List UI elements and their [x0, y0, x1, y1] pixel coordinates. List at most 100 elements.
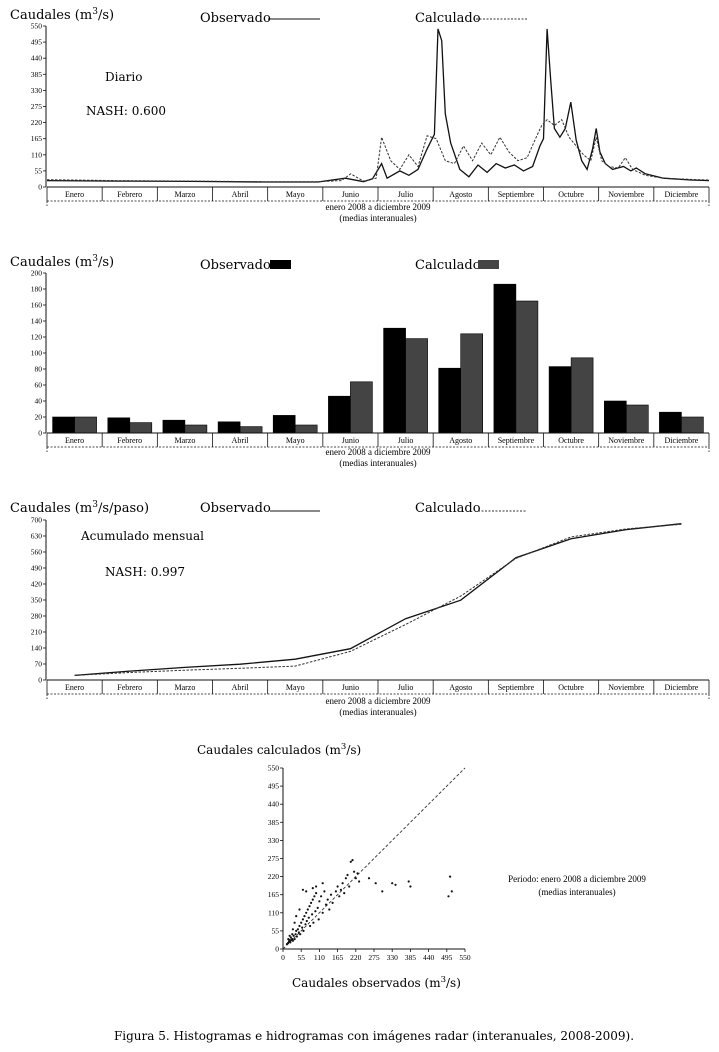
- monthly-y-tick-label: 80: [35, 365, 43, 374]
- daily-y-ticks: 0 55 110 165 220 275 330 385 440 495 550: [31, 22, 46, 192]
- scatter-point: [334, 890, 337, 893]
- cumulative-series: [74, 523, 682, 677]
- cumulative-period-note: enero 2008 a diciembre 2009: [326, 696, 431, 706]
- scatter-period-note: Periodo: enero 2008 a diciembre 2009: [508, 874, 646, 884]
- daily-month-label: Julio: [398, 190, 414, 199]
- monthly-month-label: Octubre: [558, 436, 584, 445]
- daily-month-label: Abril: [232, 190, 250, 199]
- cumulative-y-tick-label: 70: [35, 660, 43, 669]
- scatter-title: Caudales calculados (m3/s): [197, 742, 361, 757]
- daily-month-label: Junio: [342, 190, 359, 199]
- scatter-point: [301, 926, 304, 929]
- scatter-x-tick-label: 385: [405, 953, 417, 962]
- scatter-point: [318, 900, 321, 903]
- scatter-point: [312, 921, 315, 924]
- daily-hydrograph-panel: Caudales (m3/s) Observado Calculado Diar…: [10, 7, 710, 223]
- scatter-x-tick-label: 275: [368, 953, 380, 962]
- scatter-x-tick-label: 0: [281, 953, 285, 962]
- scatter-point: [295, 935, 298, 938]
- scatter-y-tick-label: 55: [272, 926, 280, 935]
- scatter-y-tick-label: 330: [268, 836, 280, 845]
- daily-y-tick-label: 495: [31, 38, 43, 47]
- monthly-bars-panel: Caudales (m3/s) Observado Calculado 0 20 4…: [10, 254, 710, 468]
- cumulative-y-tick-label: 420: [31, 580, 43, 589]
- scatter-point: [298, 908, 301, 911]
- scatter-point: [351, 859, 354, 862]
- daily-annotation-diario: Diario: [105, 70, 142, 84]
- daily-y-tick-label: 55: [35, 166, 43, 175]
- monthly-period-note-2: (medias interanuales): [339, 458, 416, 468]
- scatter-panel: Caudales calculados (m3/s) 00 55 55 110 110 1…: [197, 742, 646, 990]
- monthly-legend-observado-swatch: [270, 260, 291, 269]
- monthly-month-label: Diciembre: [665, 436, 699, 445]
- monthly-bar-calculado: [129, 422, 153, 434]
- scatter-point: [447, 895, 450, 898]
- scatter-point: [310, 901, 313, 905]
- scatter-y-tick-label: 495: [268, 782, 280, 791]
- monthly-bar-observado: [659, 411, 682, 434]
- scatter-point: [309, 924, 312, 928]
- scatter-point: [311, 913, 314, 916]
- scatter-point: [321, 882, 324, 885]
- cumulative-month-label: Marzo: [174, 683, 195, 692]
- scatter-point: [304, 923, 307, 926]
- scatter-point: [311, 887, 314, 890]
- scatter-point: [323, 890, 326, 893]
- scatter-x-tick-label: 330: [387, 953, 399, 962]
- monthly-month-label: Noviembre: [608, 436, 644, 445]
- scatter-point: [295, 915, 298, 918]
- scatter-point: [338, 895, 341, 898]
- monthly-bar-calculado: [570, 357, 594, 434]
- scatter-point: [296, 928, 299, 931]
- cumulative-month-label: Noviembre: [608, 683, 644, 692]
- scatter-x-tick-label: 495: [441, 953, 453, 962]
- daily-y-tick-label: 220: [31, 118, 43, 127]
- scatter-y-tick-label: 550: [268, 764, 280, 773]
- figure-caption: Figura 5. Histogramas e hidrogramas con …: [114, 1029, 634, 1043]
- monthly-y-tick-label: 20: [35, 413, 43, 422]
- monthly-bar-calculado: [74, 416, 97, 434]
- scatter-xlabel: Caudales observados (m3/s): [292, 975, 461, 990]
- scatter-point: [331, 901, 334, 905]
- scatter-y-tick-label: 440: [268, 800, 280, 809]
- scatter-point: [303, 915, 306, 918]
- scatter-point: [306, 908, 309, 911]
- cumulative-y-tick-label: 210: [31, 628, 43, 637]
- monthly-bar-calculado: [350, 381, 373, 434]
- scatter-point: [297, 931, 300, 934]
- daily-period-note: enero 2008 a diciembre 2009: [326, 202, 431, 212]
- cumulative-y-tick-label: 350: [31, 596, 43, 605]
- scatter-point: [301, 918, 304, 921]
- monthly-month-label: Julio: [398, 436, 414, 445]
- cumulative-month-label: Mayo: [286, 683, 305, 692]
- monthly-month-label: Junio: [342, 436, 359, 445]
- cumulative-month-label: Septiembre: [498, 683, 535, 692]
- scatter-point: [341, 882, 344, 885]
- cumulative-y-tick-label: 0: [38, 676, 42, 685]
- monthly-month-label: Abril: [232, 436, 250, 445]
- scatter-x-tick-label: 550: [459, 953, 471, 962]
- monthly-bar-observado: [272, 415, 296, 434]
- cumulative-y-tick-label: 280: [31, 612, 43, 621]
- scatter-point: [346, 873, 349, 877]
- scatter-y-tick-label: 165: [268, 890, 280, 899]
- daily-month-label: Septiembre: [498, 190, 535, 199]
- daily-line-observado: [46, 28, 710, 183]
- scatter-point: [301, 888, 304, 891]
- scatter-x-tick-label: 220: [350, 953, 362, 962]
- daily-month-label: Noviembre: [608, 190, 644, 199]
- cumulative-ylabel: Caudales (m3/s/paso): [10, 500, 149, 516]
- daily-month-label: Enero: [65, 190, 84, 199]
- scatter-point: [311, 898, 314, 901]
- scatter-point: [307, 916, 310, 919]
- monthly-bar-observado: [438, 367, 462, 434]
- scatter-point: [316, 906, 319, 910]
- scatter-point: [344, 877, 347, 880]
- scatter-point: [293, 921, 296, 924]
- daily-month-label: Marzo: [174, 190, 195, 199]
- daily-month-label: Octubre: [558, 190, 584, 199]
- scatter-point: [329, 893, 333, 896]
- scatter-point: [358, 880, 361, 883]
- daily-y-tick-label: 165: [31, 134, 43, 143]
- scatter-point: [381, 890, 384, 893]
